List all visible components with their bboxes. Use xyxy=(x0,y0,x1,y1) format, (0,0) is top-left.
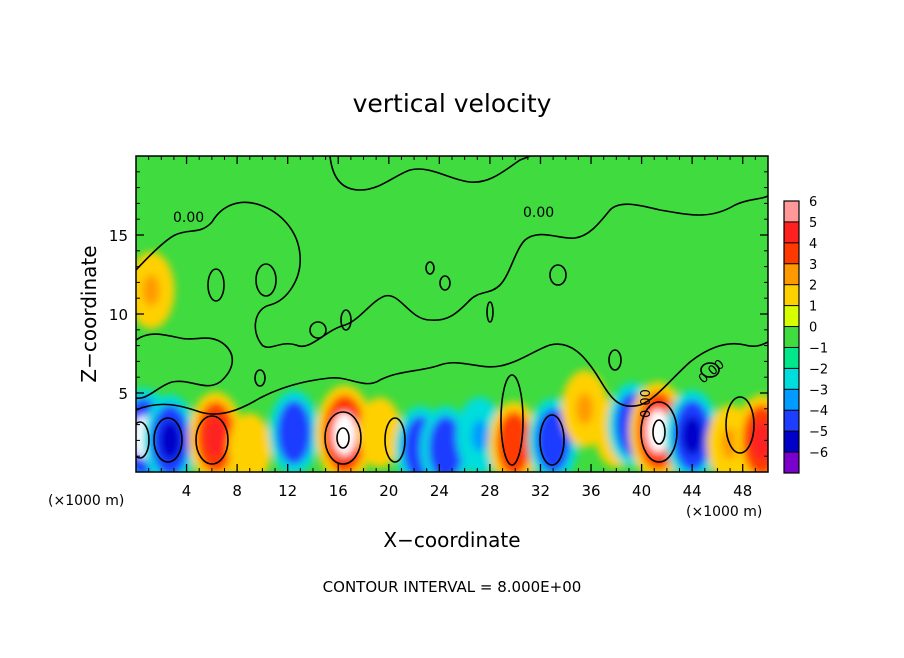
contour-ring xyxy=(652,419,666,445)
contour-ring xyxy=(640,401,678,463)
contour-ring xyxy=(486,301,494,323)
colorbar-swatch xyxy=(784,242,799,265)
colorbar-swatch xyxy=(784,452,799,474)
colorbar-tick-label: −4 xyxy=(809,404,828,419)
colorbar-tick-label: −2 xyxy=(809,362,828,377)
colorbar-swatch xyxy=(784,221,799,244)
plot-area: 0.00 0.00 0.00 0.00 xyxy=(136,156,768,472)
colorbar-tick-label: −1 xyxy=(809,341,828,356)
contour-ring xyxy=(340,309,352,331)
x-tick-label: 20 xyxy=(379,482,398,500)
field-core xyxy=(159,420,181,460)
contour-label: 0.00 xyxy=(639,389,654,418)
z-tick-label: 15 xyxy=(109,227,128,245)
x-tick-label: 16 xyxy=(329,482,348,500)
contour-ring xyxy=(700,362,720,378)
z-tick-label: 10 xyxy=(109,306,128,324)
colorbar-swatch xyxy=(784,368,799,390)
contour-ring xyxy=(153,417,183,463)
x-tick-label: 12 xyxy=(278,482,297,500)
contour-ring xyxy=(439,275,451,291)
colorbar-swatch xyxy=(784,389,799,411)
contour-ring xyxy=(425,261,435,275)
contour-ring xyxy=(336,427,350,449)
colorbar-tick-label: −6 xyxy=(809,446,828,461)
contour-ring xyxy=(136,421,150,459)
field-core xyxy=(504,425,524,462)
x-unit-label-right: (×1000 m) xyxy=(686,504,762,520)
contour-ring xyxy=(500,374,524,466)
colorbar-tick-label: −5 xyxy=(809,425,828,440)
z-axis: 5 10 15 xyxy=(109,171,768,457)
colorbar-swatch xyxy=(784,305,799,328)
field-core xyxy=(471,419,489,452)
field-core xyxy=(142,274,160,306)
colorbar-swatch xyxy=(784,431,799,453)
contour-ring xyxy=(207,268,225,302)
colorbar-swatch xyxy=(784,410,799,432)
contour-interval-footer: CONTOUR INTERVAL = 8.000E+00 xyxy=(323,578,582,596)
contour-line-upper xyxy=(136,195,768,349)
field-core xyxy=(681,416,703,456)
colorbar-tick-label: 1 xyxy=(809,300,817,315)
colorbar-tick-label: 5 xyxy=(809,216,817,231)
field-core xyxy=(284,414,304,451)
field-core xyxy=(576,393,594,425)
x-axis: 4 8 12 16 20 24 28 32 36 40 44 48 xyxy=(148,156,756,500)
x-tick-label: 8 xyxy=(232,482,242,500)
zero-contours xyxy=(136,156,768,466)
z-tick-label: 5 xyxy=(118,385,128,403)
field-core xyxy=(543,422,563,458)
colorbar-swatch xyxy=(784,284,799,307)
x-tick-label: 40 xyxy=(632,482,651,500)
x-tick-label: 36 xyxy=(581,482,600,500)
colorbar-tick-label: 4 xyxy=(809,237,817,252)
x-tick-label: 48 xyxy=(733,482,752,500)
contour-line-top xyxy=(329,156,531,191)
field-core xyxy=(751,420,768,460)
contour-line-mid xyxy=(136,333,234,399)
field-core xyxy=(436,430,456,466)
field-core xyxy=(372,418,388,447)
contour-line-low xyxy=(136,341,768,415)
z-axis-label: Z−coordinate xyxy=(77,245,101,382)
contour-ring xyxy=(324,411,362,465)
x-tick-label: 4 xyxy=(182,482,192,500)
colorbar-tick-label: 6 xyxy=(809,195,817,210)
colorbar-tick-label: −3 xyxy=(809,383,828,398)
contour-ring xyxy=(608,349,622,371)
x-tick-label: 44 xyxy=(683,482,702,500)
x-unit-label-left: (×1000 m) xyxy=(48,493,124,509)
contour-label: 0.00 xyxy=(173,210,204,226)
contour-ring xyxy=(384,417,406,463)
field-core xyxy=(646,409,670,453)
colorbar-swatch xyxy=(784,201,799,223)
contour-ring xyxy=(725,396,755,454)
contour-ring xyxy=(309,321,327,339)
field-core xyxy=(205,417,227,457)
colorbar: 6 5 4 3 2 1 0 −1 −2 −3 −4 −5 −6 xyxy=(783,195,828,474)
colorbar-tick-label: 0 xyxy=(809,321,817,336)
colorbar-tick-label: 3 xyxy=(809,258,817,273)
contour-ring xyxy=(539,414,565,466)
x-tick-label: 24 xyxy=(430,482,449,500)
colorbar-swatch xyxy=(784,326,799,348)
x-axis-label: X−coordinate xyxy=(383,528,520,552)
field-core xyxy=(242,434,258,463)
field-core xyxy=(333,412,356,456)
contour-ring xyxy=(255,263,277,297)
colorbar-tick-label: 2 xyxy=(809,279,817,294)
colorbar-swatch xyxy=(784,263,799,286)
contour-ring xyxy=(195,415,229,465)
contour-label: 0.00 xyxy=(523,205,554,221)
contour-ring xyxy=(549,264,567,286)
x-tick-label: 28 xyxy=(480,482,499,500)
chart-title: vertical velocity xyxy=(353,89,552,118)
x-tick-label: 32 xyxy=(531,482,550,500)
contour-ring xyxy=(254,369,266,387)
colorbar-swatch xyxy=(784,347,799,369)
